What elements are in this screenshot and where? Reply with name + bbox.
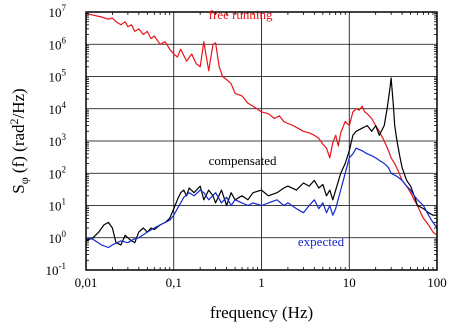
y-tick-label: 100 [49,229,67,246]
y-tick-label: 102 [49,164,67,181]
y-tick-label: 106 [49,35,67,52]
y-tick-label: 10-1 [46,261,67,278]
y-axis-title: Sφ (f) (rad2/Hz) [7,88,31,193]
annotation-compensated: compensated [209,153,277,168]
series-layer [85,12,438,249]
series-annotations: free running compensated expected [209,7,345,249]
axis-ticks [86,12,437,270]
plot-frame [85,11,438,271]
x-axis-title: frequency (Hz) [210,303,313,322]
y-tick-label: 101 [49,197,67,214]
y-axis-title-middle: (f) (rad [9,124,28,177]
x-tick-label: 0,01 [75,275,98,290]
y-axis-title-unit: /Hz) [9,88,28,118]
y-tick-labels: 10-1 100 101 102 103 104 105 106 107 [46,3,67,278]
x-tick-label: 10 [343,275,356,290]
x-tick-label: 100 [427,275,447,290]
y-axis-title-superscript: 2 [7,118,21,124]
x-tick-labels: 0,01 0,1 1 10 100 [75,275,447,290]
series-line-free-running [85,12,438,236]
series-line-expected [85,147,438,249]
x-tick-label: 0,1 [166,275,182,290]
annotation-expected: expected [298,234,345,249]
y-tick-label: 107 [49,3,67,20]
y-tick-label: 104 [49,100,67,117]
y-axis-title-subscript: φ [17,177,31,184]
annotation-free-running: free running [209,7,273,22]
x-tick-label: 1 [258,275,265,290]
y-tick-label: 105 [49,68,67,85]
y-tick-label: 103 [49,132,67,149]
y-axis-title-symbol: S [9,184,28,193]
series-line-compensated [85,77,437,246]
